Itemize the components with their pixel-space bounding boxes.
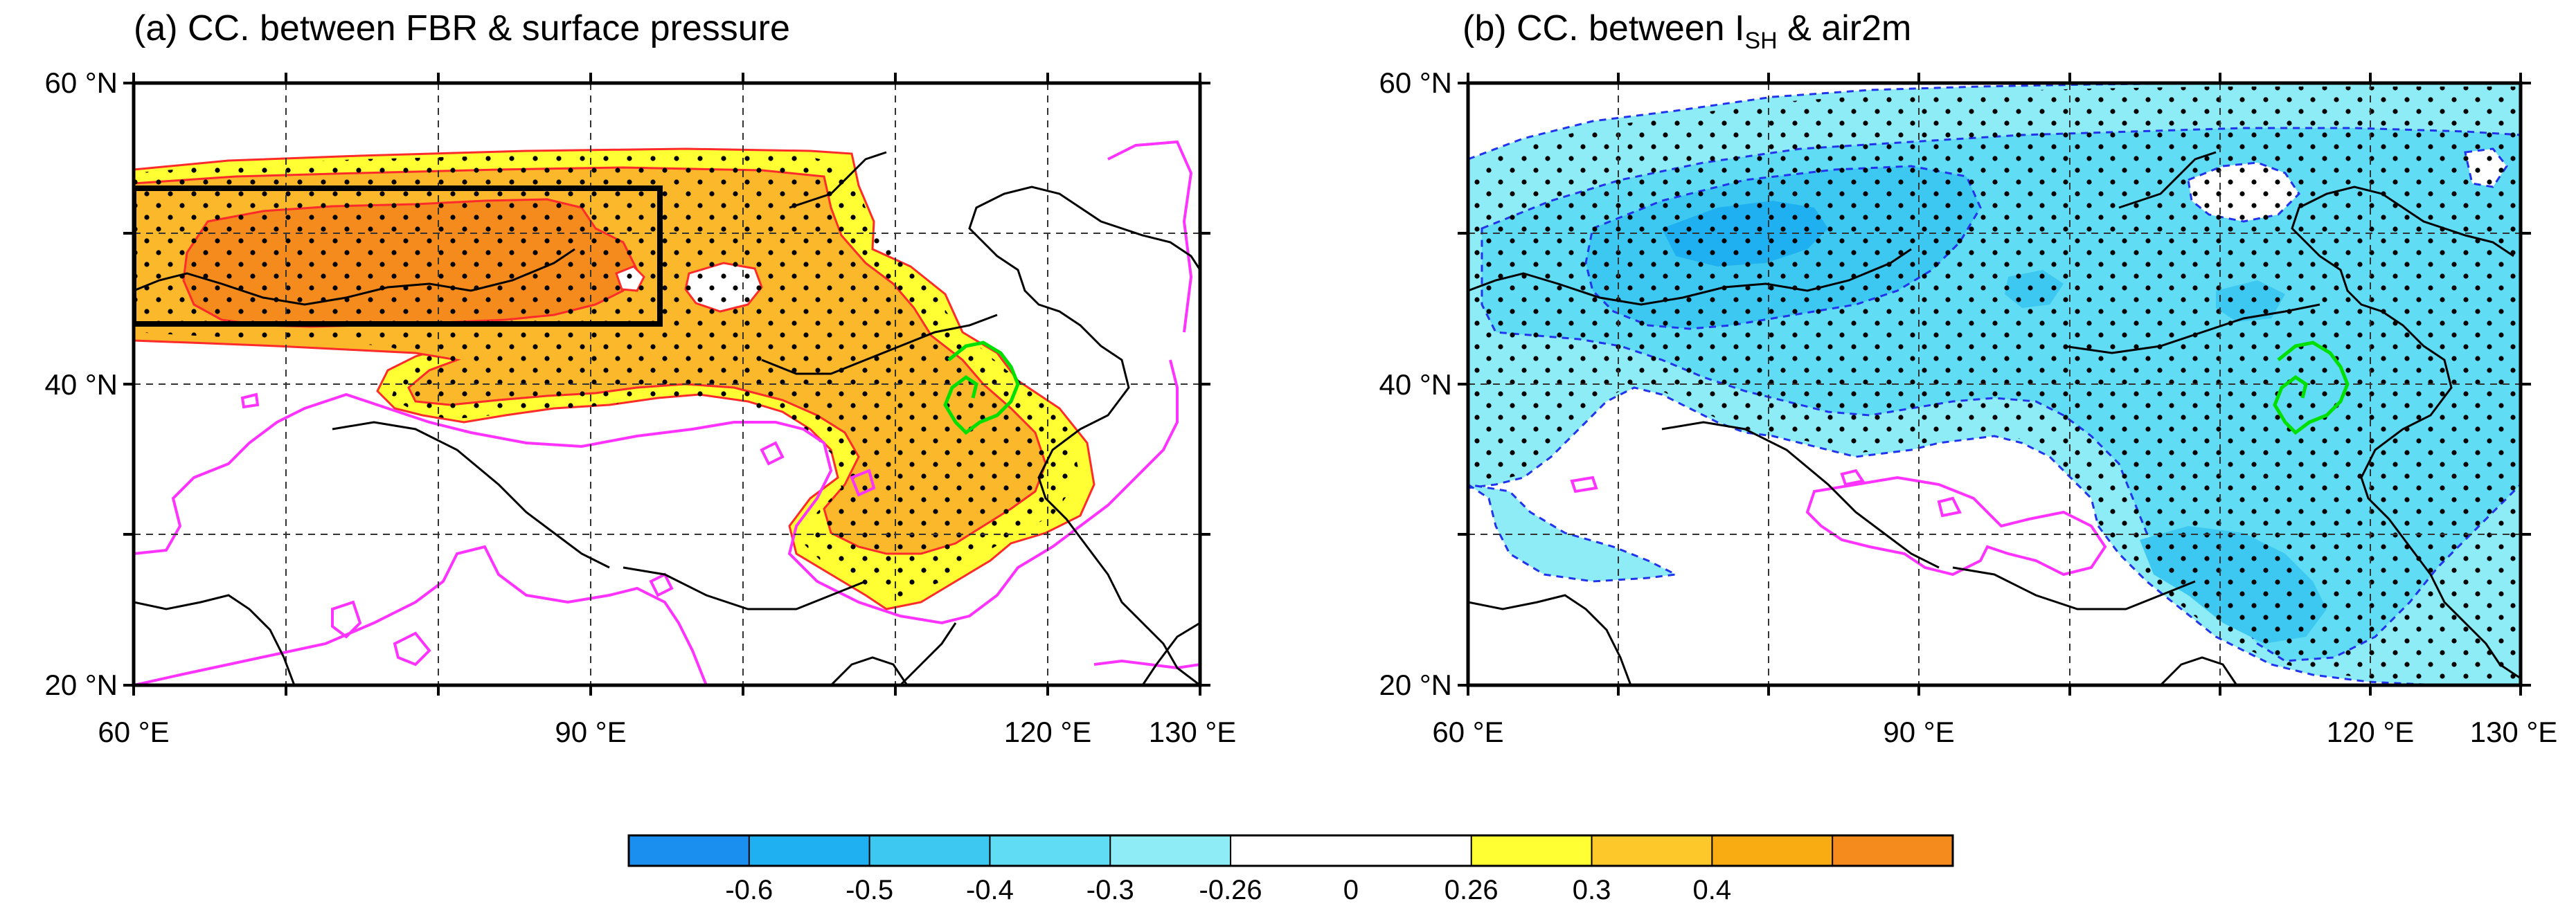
colorbar-labels: -0.6 -0.5 -0.4 -0.3 -0.26 0 0.26 0.3 0.4	[725, 875, 1731, 905]
lat-label-60n-a: 60 °N	[44, 66, 118, 99]
panel-a-map	[134, 83, 1200, 685]
panel-a: (a) CC. between FBR & surface pressure	[44, 8, 1236, 748]
lon-label-60e-a: 60 °E	[98, 716, 169, 748]
colorbar-swatch	[1471, 835, 1592, 866]
colorbar-label: -0.6	[725, 875, 773, 905]
lon-label-60e-b: 60 °E	[1432, 716, 1503, 748]
colorbar-swatch	[1110, 835, 1231, 866]
colorbar-swatch	[1591, 835, 1712, 866]
lat-label-20n-a: 20 °N	[44, 669, 118, 701]
panel-a-ticks	[123, 73, 1210, 696]
colorbar-label: 0.26	[1444, 875, 1499, 905]
lon-label-120e-a: 120 °E	[1004, 716, 1092, 748]
colorbar-label: -0.3	[1086, 875, 1134, 905]
lon-label-90e-b: 90 °E	[1883, 716, 1954, 748]
gridlines-b	[1468, 83, 2521, 685]
coastlines-a	[134, 151, 1200, 685]
lon-label-120e-b: 120 °E	[2327, 716, 2415, 748]
region-outline-b	[2273, 341, 2350, 435]
colorbar-label: 0.4	[1693, 875, 1732, 905]
region-outline-a	[943, 341, 1020, 435]
colorbar-label: 0	[1343, 875, 1359, 905]
panel-a-title: (a) CC. between FBR & surface pressure	[134, 8, 790, 48]
gridlines-a	[134, 83, 1200, 685]
colorbar	[627, 834, 1954, 867]
colorbar-label: -0.26	[1199, 875, 1262, 905]
lat-label-40n-a: 40 °N	[44, 368, 118, 401]
colorbar-swatch	[990, 835, 1111, 866]
lon-label-90e-a: 90 °E	[555, 716, 626, 748]
negative-contours-b	[1570, 469, 2107, 577]
colorbar-swatch	[869, 835, 990, 866]
colorbar-label: -0.5	[846, 875, 893, 905]
lon-label-130e-b: 130 °E	[2470, 716, 2558, 748]
colorbar-label: 0.3	[1573, 875, 1611, 905]
lat-label-60n-b: 60 °N	[1379, 66, 1452, 99]
panel-b-map	[1468, 83, 2521, 685]
lat-label-20n-b: 20 °N	[1379, 669, 1452, 701]
colorbar-swatch	[1832, 835, 1953, 866]
negative-contours-a	[134, 140, 1200, 685]
panel-b: (b) CC. between ISH & air2m	[1379, 8, 2557, 748]
colorbar-swatch	[1231, 835, 1351, 866]
colorbar-swatch	[749, 835, 870, 866]
lat-label-40n-b: 40 °N	[1379, 368, 1452, 401]
colorbar-swatch	[629, 835, 749, 866]
panel-b-title: (b) CC. between ISH & air2m	[1463, 8, 1911, 54]
index-region-box	[134, 185, 663, 327]
coastlines-b	[1468, 151, 2521, 685]
significance-stipple-a	[134, 152, 1080, 599]
colorbar-swatch	[1712, 835, 1833, 866]
colorbar-label: -0.4	[966, 875, 1014, 905]
colorbar-swatch	[1350, 835, 1472, 866]
panel-b-ticks	[1458, 73, 2531, 696]
lon-label-130e-a: 130 °E	[1149, 716, 1237, 748]
